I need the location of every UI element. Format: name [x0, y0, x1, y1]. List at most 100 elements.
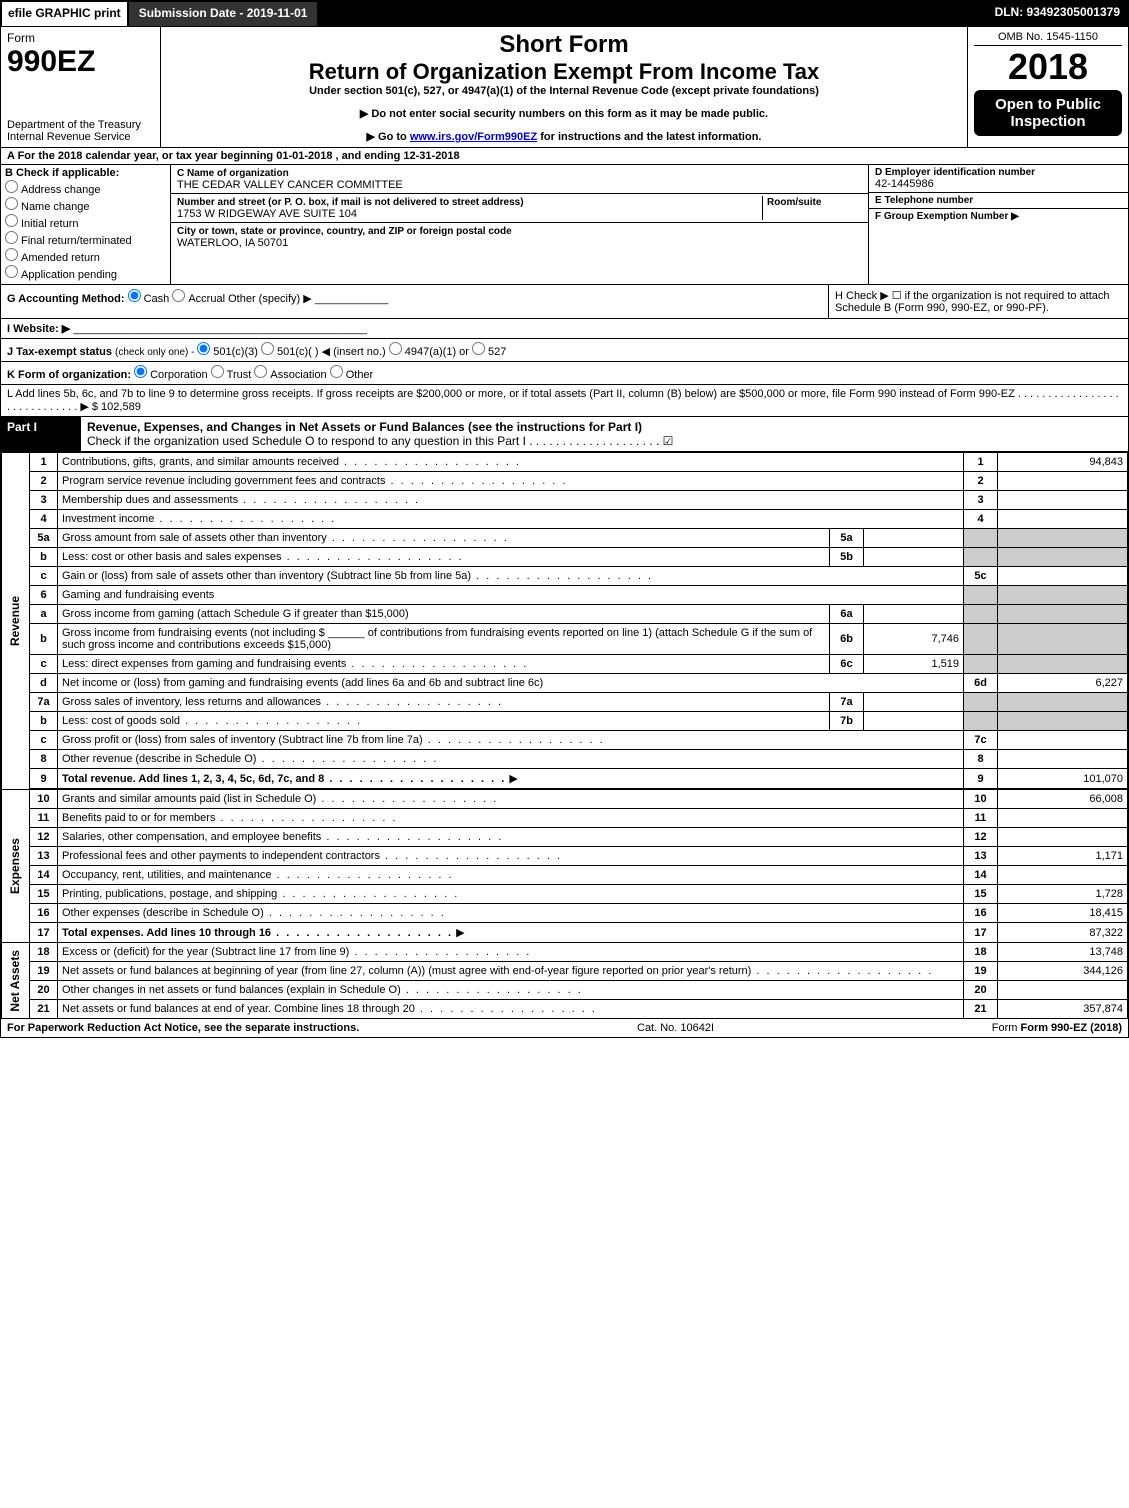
form-990ez-page: efile GRAPHIC print Submission Date - 20…	[0, 0, 1129, 1038]
chk-final-return[interactable]: Final return/terminated	[5, 231, 166, 247]
revenue-vlabel: Revenue	[2, 453, 30, 790]
i-label: I Website: ▶	[7, 323, 70, 335]
ln7c-amt	[998, 731, 1128, 750]
city-label: City or town, state or province, country…	[177, 226, 512, 237]
ln13-box: 13	[964, 847, 998, 866]
part-i-check: Check if the organization used Schedule …	[87, 434, 673, 448]
j-note: (check only one) -	[115, 347, 197, 358]
ln7a-box-shade	[964, 693, 998, 712]
form-header: Form 990EZ Department of the Treasury In…	[1, 27, 1128, 148]
ln11-desc: Benefits paid to or for members	[58, 809, 964, 828]
ln15-desc: Printing, publications, postage, and shi…	[58, 885, 964, 904]
row-i: I Website: ▶ ___________________________…	[1, 319, 1128, 339]
ln6c-subamt: 1,519	[864, 655, 964, 674]
page-footer: For Paperwork Reduction Act Notice, see …	[1, 1019, 1128, 1037]
ln5b-subamt	[864, 548, 964, 567]
box-c-label: C Name of organization	[177, 168, 289, 179]
ln5c-amt	[998, 567, 1128, 586]
ln14-amt	[998, 866, 1128, 885]
ln13-num: 13	[30, 847, 58, 866]
ln8-amt	[998, 750, 1128, 769]
box-b: B Check if applicable: Address change Na…	[1, 165, 171, 284]
j-527[interactable]: 527	[472, 346, 506, 358]
row-k: K Form of organization: Corporation Trus…	[1, 362, 1128, 385]
g-accrual[interactable]: Accrual	[172, 293, 225, 305]
ln3-num: 3	[30, 491, 58, 510]
ln6c-amt-shade	[998, 655, 1128, 674]
ln18-desc: Excess or (deficit) for the year (Subtra…	[58, 943, 964, 962]
dept-line2: Internal Revenue Service	[7, 131, 131, 143]
addr-label: Number and street (or P. O. box, if mail…	[177, 197, 524, 208]
ln1-num: 1	[30, 453, 58, 472]
footer-right: Form Form 990-EZ (2018)	[992, 1022, 1122, 1034]
k-corporation[interactable]: Corporation	[134, 369, 207, 381]
ln6b-num: b	[30, 624, 58, 655]
row-j: J Tax-exempt status (check only one) - 5…	[1, 339, 1128, 362]
ln12-desc: Salaries, other compensation, and employ…	[58, 828, 964, 847]
j-501c3[interactable]: 501(c)(3)	[197, 346, 258, 358]
ln6c-sub: 6c	[830, 655, 864, 674]
ln12-box: 12	[964, 828, 998, 847]
k-other[interactable]: Other	[330, 369, 374, 381]
l-amount: 102,589	[101, 401, 141, 413]
ln6a-box-shade	[964, 605, 998, 624]
k-association[interactable]: Association	[254, 369, 326, 381]
ln6-amt-shade	[998, 586, 1128, 605]
ln6d-box: 6d	[964, 674, 998, 693]
ln12-num: 12	[30, 828, 58, 847]
ln5b-desc: Less: cost or other basis and sales expe…	[58, 548, 830, 567]
box-def: D Employer identification number 42-1445…	[868, 165, 1128, 284]
ln16-desc: Other expenses (describe in Schedule O)	[58, 904, 964, 923]
form-label: Form	[7, 31, 35, 45]
ln19-desc: Net assets or fund balances at beginning…	[58, 962, 964, 981]
dept-treasury: Department of the Treasury Internal Reve…	[7, 119, 154, 143]
chk-application-pending[interactable]: Application pending	[5, 265, 166, 281]
goto-pre: ▶ Go to	[367, 131, 410, 143]
ln20-box: 20	[964, 981, 998, 1000]
short-form-label: Short Form	[167, 31, 961, 59]
ln6a-sub: 6a	[830, 605, 864, 624]
ln7a-desc: Gross sales of inventory, less returns a…	[58, 693, 830, 712]
chk-address-change[interactable]: Address change	[5, 180, 166, 196]
l-text: L Add lines 5b, 6c, and 7b to line 9 to …	[7, 388, 1119, 413]
ln6d-num: d	[30, 674, 58, 693]
form-number: 990EZ	[7, 45, 95, 78]
j-4947[interactable]: 4947(a)(1) or	[389, 346, 469, 358]
omb-number: OMB No. 1545-1150	[974, 31, 1122, 46]
ln9-desc: Total revenue. Add lines 1, 2, 3, 4, 5c,…	[58, 769, 964, 789]
chk-amended-return[interactable]: Amended return	[5, 248, 166, 264]
period-start: 01-01-2018	[276, 150, 332, 162]
j-501c[interactable]: 501(c)( ) ◀ (insert no.)	[261, 346, 386, 358]
row-l: L Add lines 5b, 6c, and 7b to line 9 to …	[1, 385, 1128, 417]
ln20-amt	[998, 981, 1128, 1000]
ln19-num: 19	[30, 962, 58, 981]
ln5b-box-shade	[964, 548, 998, 567]
expenses-vlabel: Expenses	[2, 790, 30, 943]
chk-name-change[interactable]: Name change	[5, 197, 166, 213]
g-cash[interactable]: Cash	[128, 293, 170, 305]
irs-link[interactable]: www.irs.gov/Form990EZ	[410, 131, 537, 143]
header-mid: Short Form Return of Organization Exempt…	[161, 27, 968, 147]
ln6b-box-shade	[964, 624, 998, 655]
ln4-box: 4	[964, 510, 998, 529]
chk-initial-return[interactable]: Initial return	[5, 214, 166, 230]
ln8-box: 8	[964, 750, 998, 769]
ln2-box: 2	[964, 472, 998, 491]
k-trust[interactable]: Trust	[211, 369, 252, 381]
ln8-num: 8	[30, 750, 58, 769]
ln2-amt	[998, 472, 1128, 491]
ln15-amt: 1,728	[998, 885, 1128, 904]
ln5a-amt-shade	[998, 529, 1128, 548]
ln10-amt: 66,008	[998, 790, 1128, 809]
ln15-num: 15	[30, 885, 58, 904]
ln20-desc: Other changes in net assets or fund bala…	[58, 981, 964, 1000]
ln7c-num: c	[30, 731, 58, 750]
part-i-num: Part I	[7, 420, 37, 449]
ln6a-subamt	[864, 605, 964, 624]
ln7b-amt-shade	[998, 712, 1128, 731]
footer-left: For Paperwork Reduction Act Notice, see …	[7, 1022, 359, 1034]
box-b-header: B Check if applicable:	[5, 167, 166, 179]
ln18-box: 18	[964, 943, 998, 962]
ln12-amt	[998, 828, 1128, 847]
ln5a-box-shade	[964, 529, 998, 548]
